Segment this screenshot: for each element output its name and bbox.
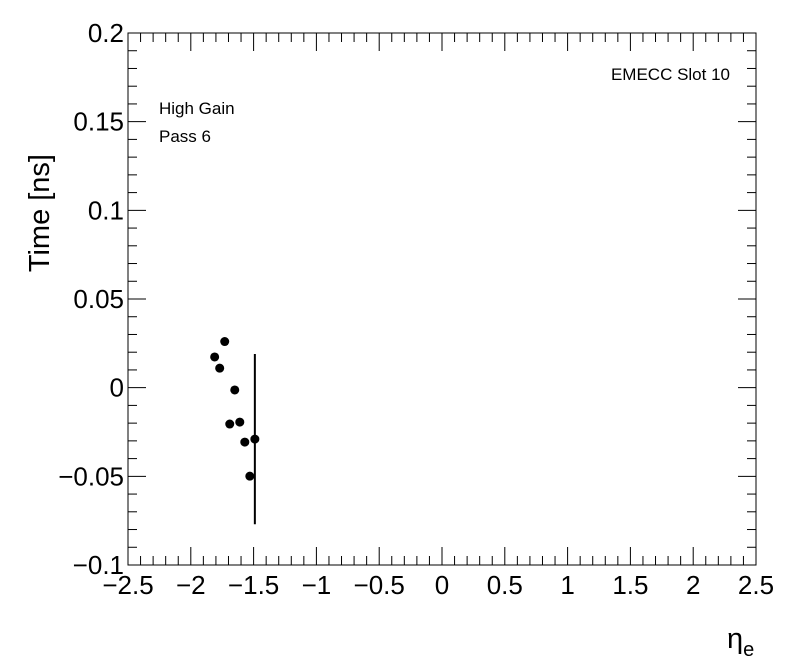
- x-tick-label: 0: [435, 570, 449, 600]
- point: [235, 417, 245, 427]
- y-tick-label: −0.1: [73, 550, 124, 580]
- point: [225, 419, 235, 429]
- x-tick-label: 0.5: [487, 570, 523, 600]
- y-tick-label: 0: [110, 373, 124, 403]
- x-tick-label: 2.5: [738, 570, 774, 600]
- x-tick-label: −2.5: [102, 570, 153, 600]
- y-tick-label: 0.2: [88, 18, 124, 48]
- y-tick-label: −0.05: [58, 461, 124, 491]
- point: [210, 352, 220, 362]
- annotation: Pass 6: [159, 127, 211, 146]
- x-tick-label: 2: [686, 570, 700, 600]
- y-tick-label: 0.05: [73, 284, 124, 314]
- point: [240, 437, 250, 447]
- x-axis-label-subscript: e: [743, 639, 754, 661]
- point: [250, 434, 260, 444]
- x-tick-label: −1: [302, 570, 332, 600]
- annotation: High Gain: [159, 99, 235, 118]
- point: [230, 385, 240, 395]
- point: [220, 337, 230, 347]
- point: [245, 471, 255, 481]
- x-tick-label: −2: [176, 570, 206, 600]
- x-tick-label: −0.5: [354, 570, 405, 600]
- y-tick-label: 0.15: [73, 107, 124, 137]
- y-axis-label: Time [ns]: [24, 154, 56, 272]
- annotation: EMECC Slot 10: [611, 65, 730, 84]
- x-axis-label-symbol: η: [727, 623, 743, 655]
- y-tick-label: 0.1: [88, 195, 124, 225]
- x-axis-label: ηe: [727, 623, 754, 661]
- point: [215, 363, 225, 373]
- x-tick-label: 1.5: [612, 570, 648, 600]
- x-tick-label: 1: [560, 570, 574, 600]
- x-tick-label: −1.5: [228, 570, 279, 600]
